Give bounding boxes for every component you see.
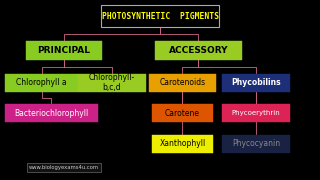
FancyBboxPatch shape (5, 74, 78, 92)
FancyBboxPatch shape (222, 135, 290, 153)
Text: Phycobilins: Phycobilins (231, 78, 281, 87)
FancyBboxPatch shape (155, 40, 242, 60)
Text: Phycoerythrin: Phycoerythrin (232, 110, 280, 116)
Text: Chlorophyll-
b,c,d: Chlorophyll- b,c,d (89, 73, 135, 92)
FancyBboxPatch shape (101, 5, 219, 27)
FancyBboxPatch shape (152, 135, 213, 153)
Text: Carotenoids: Carotenoids (159, 78, 205, 87)
Text: Phycocyanin: Phycocyanin (232, 140, 280, 148)
Text: Bacteriochlorophyll: Bacteriochlorophyll (14, 109, 88, 118)
Text: PHOTOSYNTHETIC  PIGMENTS: PHOTOSYNTHETIC PIGMENTS (101, 12, 219, 21)
Text: PRINCIPAL: PRINCIPAL (37, 46, 91, 55)
FancyBboxPatch shape (78, 74, 146, 92)
FancyBboxPatch shape (149, 74, 216, 92)
Text: Carotene: Carotene (165, 109, 200, 118)
Text: Chlorophyll a: Chlorophyll a (16, 78, 67, 87)
FancyBboxPatch shape (26, 40, 102, 60)
Text: Xanthophyll: Xanthophyll (159, 140, 205, 148)
Text: www.biologyexams4u.com: www.biologyexams4u.com (29, 165, 99, 170)
FancyBboxPatch shape (222, 74, 290, 92)
FancyBboxPatch shape (5, 104, 98, 122)
Text: ACCESSORY: ACCESSORY (169, 46, 228, 55)
FancyBboxPatch shape (152, 104, 213, 122)
FancyBboxPatch shape (222, 104, 290, 122)
